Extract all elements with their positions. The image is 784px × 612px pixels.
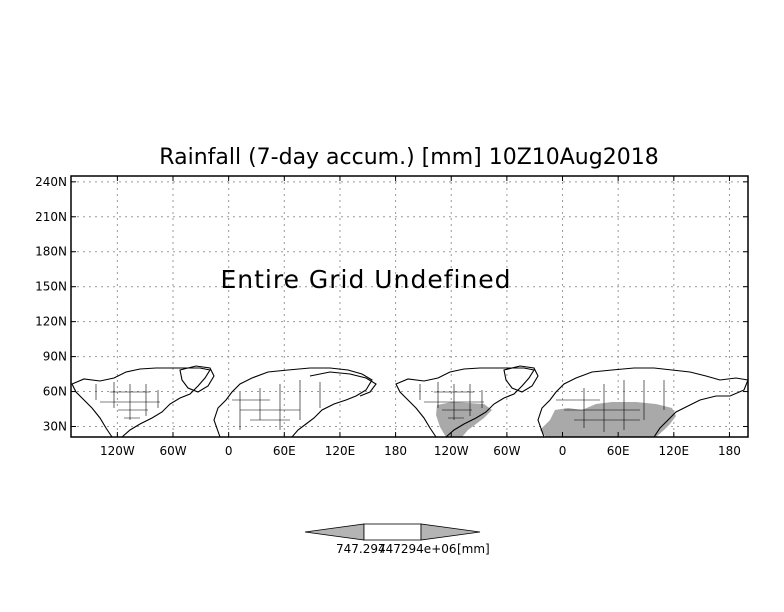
lat-tick-label: 30N xyxy=(43,420,67,434)
lat-tick-label: 90N xyxy=(43,350,67,364)
colorbar-label-left: 747.294 xyxy=(336,542,386,556)
lon-tick-label: 120E xyxy=(325,444,356,458)
lon-tick-label: 60E xyxy=(273,444,296,458)
lon-tick-label: 0 xyxy=(559,444,567,458)
lat-tick-label: 120N xyxy=(35,315,67,329)
map-plot-area: Entire Grid Undefined 240N 210N 180N 150N 12… xyxy=(35,175,749,458)
colorbar: 747.294 747294e+06 [mm] xyxy=(304,523,490,556)
shade-north-america-east xyxy=(436,402,492,437)
lon-tick-label: 60W xyxy=(493,444,520,458)
lon-tick-label: 60W xyxy=(159,444,186,458)
borders-north-america xyxy=(95,382,160,420)
colorbar-right-triangle xyxy=(420,523,481,541)
lon-tick-label: 180 xyxy=(384,444,407,458)
lon-tick-label: 0 xyxy=(225,444,233,458)
colorbar-segment xyxy=(363,523,422,541)
coastline-north-america xyxy=(71,367,211,438)
coastline-east-asia xyxy=(309,371,377,397)
undefined-grid-message: Entire Grid Undefined xyxy=(220,265,511,294)
lat-tick-label: 60N xyxy=(43,385,67,399)
lat-tick-label: 150N xyxy=(35,280,67,294)
coastline-greenland-2 xyxy=(503,365,539,393)
lon-tick-label: 120W xyxy=(100,444,135,458)
shade-eurasia-africa xyxy=(540,402,676,437)
borders-north-america-2 xyxy=(419,382,484,420)
axis-ticks: 240N 210N 180N 150N 120N 90N 60N 30N 120W 60W 0 60E… xyxy=(35,175,748,458)
plot-frame xyxy=(70,175,749,438)
lon-tick-label: 120W xyxy=(434,444,469,458)
borders-eurasia-2 xyxy=(556,380,665,432)
lat-tick-label: 240N xyxy=(35,175,67,189)
map-title: Rainfall (7-day accum.) [mm] 10Z10Aug201… xyxy=(159,145,658,170)
lat-tick-label: 180N xyxy=(35,245,67,259)
lat-tick-label: 210N xyxy=(35,210,67,224)
coastline-north-america-2 xyxy=(395,367,535,438)
borders-eurasia xyxy=(232,380,321,430)
colorbar-unit: [mm] xyxy=(457,542,490,556)
gridlines xyxy=(71,176,748,437)
rainfall-shading xyxy=(436,402,676,437)
coastline-greenland xyxy=(179,365,215,393)
lon-tick-label: 120E xyxy=(659,444,690,458)
colorbar-label-right: 747294e+06 xyxy=(378,542,457,556)
lon-tick-label: 60E xyxy=(607,444,630,458)
colorbar-left-triangle xyxy=(304,523,365,541)
lon-tick-label: 180 xyxy=(718,444,741,458)
